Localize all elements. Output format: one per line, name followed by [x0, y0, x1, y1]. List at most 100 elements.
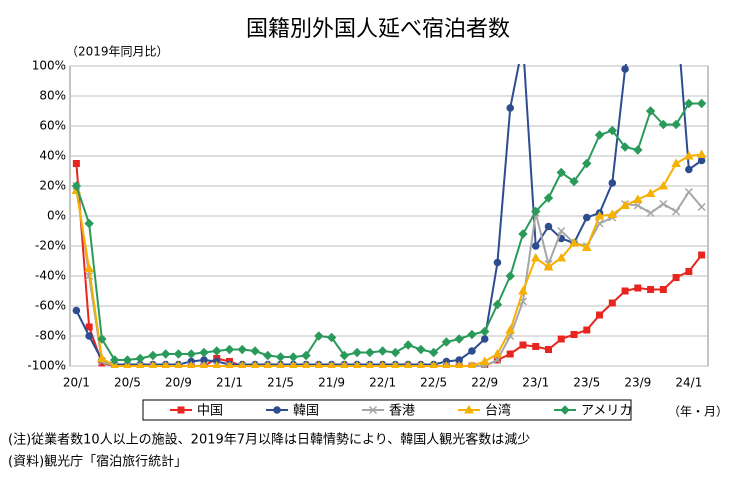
marker: [658, 180, 669, 190]
marker: [84, 218, 94, 229]
marker: [582, 213, 591, 222]
marker: [685, 268, 693, 275]
marker: [671, 158, 681, 167]
y-tick-label: 80%: [39, 89, 66, 103]
marker: [123, 360, 132, 368]
marker: [479, 356, 490, 365]
marker: [480, 335, 489, 343]
marker: [685, 165, 693, 174]
marker: [160, 349, 171, 359]
marker: [620, 142, 630, 152]
marker: [110, 360, 119, 368]
marker: [621, 287, 629, 295]
marker: [570, 331, 578, 338]
legend-marker: [177, 406, 185, 414]
marker: [378, 360, 387, 368]
marker: [314, 360, 323, 368]
marker: [505, 324, 516, 334]
marker: [621, 65, 629, 73]
legend-label: 台湾: [485, 403, 511, 419]
marker: [647, 286, 655, 293]
marker: [365, 347, 375, 358]
legend-label: 中国: [197, 404, 223, 419]
marker: [506, 104, 515, 112]
marker: [404, 360, 413, 368]
marker: [148, 350, 158, 361]
legend-marker: [464, 404, 474, 414]
y-tick-label: 100%: [32, 59, 66, 73]
marker: [173, 349, 184, 359]
marker: [696, 149, 707, 158]
marker: [275, 352, 286, 362]
marker: [467, 329, 477, 340]
marker: [632, 194, 643, 203]
plot-area: [71, 64, 707, 368]
marker: [339, 350, 350, 361]
marker: [620, 200, 630, 209]
marker: [212, 360, 221, 368]
marker: [365, 360, 374, 368]
marker: [161, 360, 170, 368]
marker: [238, 360, 247, 368]
marker: [455, 360, 464, 368]
marker: [607, 125, 618, 136]
marker: [672, 274, 680, 281]
note: (注)従業者数10人以上の施設、2019年7月以降は日韓情勢により、韓国人観光客…: [8, 432, 530, 448]
marker: [530, 252, 541, 262]
marker: [492, 348, 503, 358]
marker: [199, 360, 208, 368]
marker: [326, 332, 337, 343]
marker: [608, 299, 616, 307]
marker: [697, 202, 706, 212]
x-tick-label: 20/9: [165, 376, 192, 390]
marker: [353, 360, 362, 368]
marker: [71, 181, 82, 191]
marker: [505, 271, 515, 281]
marker: [569, 176, 579, 187]
marker: [85, 323, 93, 331]
y-tick-label: -100%: [27, 359, 66, 373]
marker: [543, 193, 554, 203]
marker: [237, 344, 247, 355]
marker: [225, 360, 234, 368]
marker: [377, 346, 388, 356]
marker: [594, 130, 605, 140]
x-tick-label: 22/5: [420, 376, 447, 390]
marker: [506, 350, 514, 358]
marker: [581, 242, 592, 251]
marker: [97, 334, 107, 344]
legend-marker: [560, 405, 570, 415]
x-tick-label: 21/5: [267, 376, 294, 390]
x-unit: （年・月）: [668, 405, 728, 419]
subtitle: （2019年同月比）: [66, 45, 169, 59]
marker: [302, 360, 311, 368]
marker: [340, 360, 349, 368]
marker: [607, 209, 618, 218]
y-tick-label: -40%: [35, 269, 66, 283]
y-tick-label: 40%: [39, 149, 66, 163]
marker: [493, 355, 502, 365]
marker: [289, 360, 298, 368]
x-tick-label: 23/5: [573, 376, 600, 390]
x-tick-label: 21/1: [216, 376, 243, 390]
y-tick-label: -80%: [35, 329, 66, 343]
x-tick-label: 21/9: [318, 376, 345, 390]
marker: [633, 145, 643, 155]
marker: [187, 360, 196, 368]
marker: [85, 332, 93, 340]
legend-label: 韓国: [293, 404, 319, 419]
y-tick-label: -20%: [35, 239, 66, 253]
marker: [250, 346, 260, 356]
marker: [454, 334, 464, 344]
x-tick-label: 24/1: [675, 376, 702, 390]
marker: [492, 299, 503, 310]
marker: [556, 252, 567, 262]
marker: [479, 326, 490, 337]
marker: [199, 347, 209, 358]
y-tick-label: 20%: [39, 179, 66, 193]
marker: [684, 98, 694, 109]
marker: [416, 360, 425, 368]
marker: [697, 156, 706, 165]
marker: [659, 286, 667, 293]
